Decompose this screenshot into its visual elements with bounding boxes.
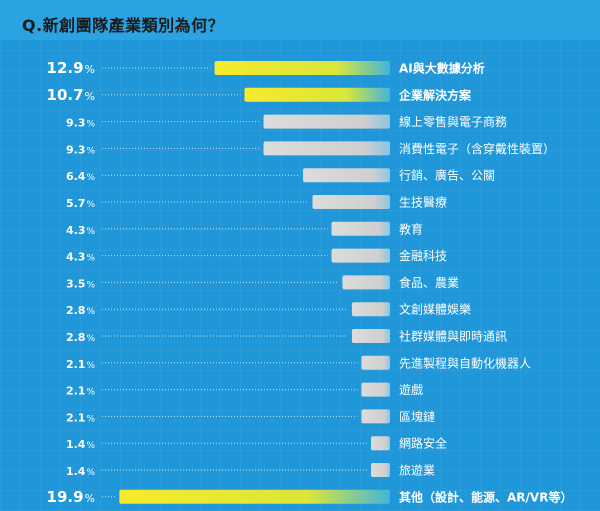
- value-label: 1.4%: [66, 465, 96, 478]
- value-label: 2.8%: [66, 304, 96, 317]
- bar: [370, 436, 390, 451]
- value-label: 19.9%: [47, 488, 95, 506]
- category-label: 其他（設計、能源、AR/VR等）: [399, 489, 572, 504]
- category-label: 先進製程與自動化機器人: [399, 355, 531, 370]
- bar: [351, 302, 390, 317]
- value-label: 2.1%: [66, 411, 96, 424]
- category-label: 食品、農業: [399, 275, 459, 290]
- category-label: 行銷、廣告、公關: [399, 168, 495, 183]
- category-label: 消費性電子（含穿戴性裝置）: [399, 141, 555, 156]
- bar: [244, 87, 390, 102]
- bar: [361, 382, 390, 397]
- value-label: 9.3%: [66, 117, 96, 130]
- value-label: 1.4%: [66, 438, 96, 451]
- value-label: 9.3%: [66, 143, 96, 156]
- bar: [342, 275, 390, 290]
- bar: [361, 409, 390, 424]
- category-label: AI與大數據分析: [399, 61, 485, 76]
- category-label: 區塊鏈: [399, 409, 435, 424]
- bar: [263, 141, 390, 156]
- bar: [331, 221, 390, 236]
- value-label: 2.1%: [66, 358, 96, 371]
- bar: [119, 489, 391, 504]
- category-label: 文創媒體娛樂: [399, 302, 471, 317]
- value-label: 6.4%: [66, 170, 96, 183]
- value-label: 2.1%: [66, 385, 96, 398]
- title-bar: Q.新創團隊產業類別為何？: [0, 0, 600, 40]
- value-label: 2.8%: [66, 331, 96, 344]
- category-label: 金融科技: [399, 248, 447, 263]
- category-label: 生技醫療: [399, 196, 447, 210]
- bar: [263, 114, 390, 129]
- bar: [312, 195, 390, 209]
- category-label: 遊戲: [399, 382, 423, 397]
- category-label: 線上零售與電子商務: [399, 114, 507, 129]
- bar: [331, 248, 390, 263]
- category-label: 企業解決方案: [398, 87, 472, 102]
- category-label: 網路安全: [399, 436, 447, 451]
- value-label: 4.3%: [66, 251, 96, 264]
- value-label: 3.5%: [66, 277, 96, 290]
- bar: [302, 168, 390, 183]
- bar: [214, 61, 390, 75]
- category-label: 旅遊業: [399, 463, 435, 478]
- category-label: 教育: [399, 221, 423, 236]
- bar: [351, 329, 390, 343]
- value-label: 10.7%: [47, 86, 95, 104]
- category-label: 社群媒體與即時通訊: [399, 329, 507, 344]
- chart-title: Q.新創團隊產業類別為何？: [22, 16, 225, 35]
- bar: [370, 463, 390, 477]
- value-label: 12.9%: [47, 59, 95, 77]
- value-label: 4.3%: [66, 224, 96, 237]
- bar: [361, 355, 390, 370]
- value-label: 5.7%: [66, 197, 96, 210]
